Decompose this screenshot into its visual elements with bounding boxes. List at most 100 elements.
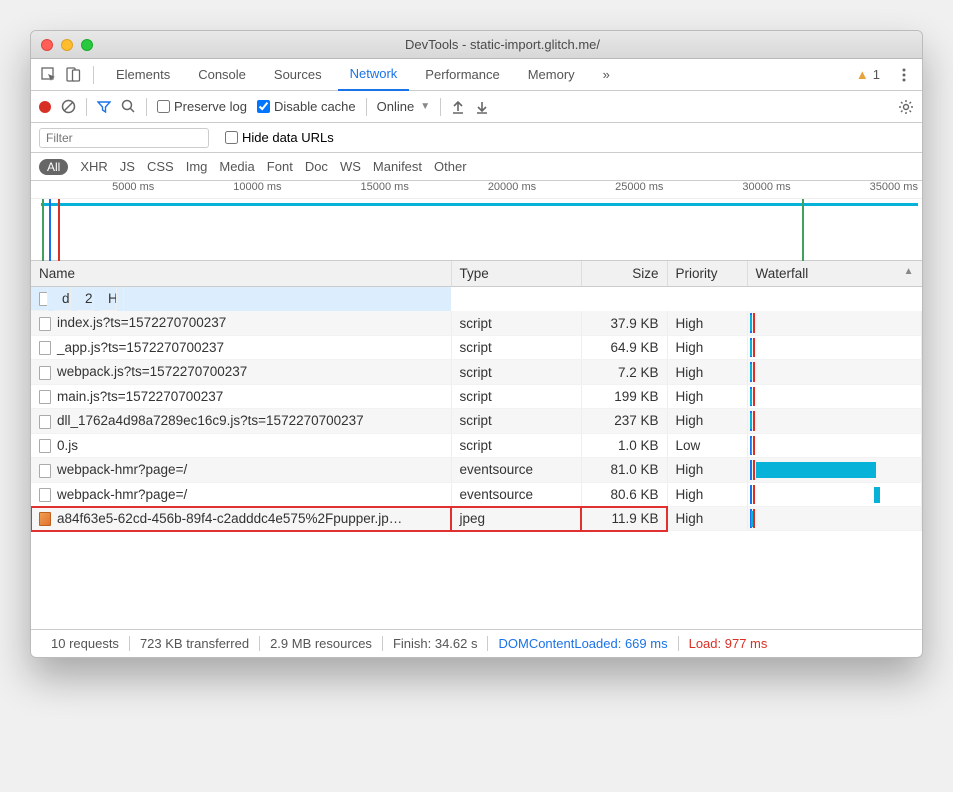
timeline-overview [31,199,922,261]
close-icon[interactable] [41,39,53,51]
cell-size: 37.9 KB [581,311,667,335]
type-filter-manifest[interactable]: Manifest [373,159,422,174]
type-filter-font[interactable]: Font [267,159,293,174]
waterfall-bar [874,487,880,503]
tab-sources[interactable]: Sources [262,59,334,91]
cell-type: script [451,360,581,384]
waterfall-bar [751,511,753,527]
table-row[interactable]: webpack.js?ts=1572270700237script7.2 KBH… [31,360,922,384]
waterfall-bar [750,364,752,380]
tab-console[interactable]: Console [186,59,258,91]
titlebar: DevTools - static-import.glitch.me/ [31,31,922,59]
tab-network[interactable]: Network [338,59,410,91]
image-file-icon [39,512,51,526]
panel-tabs: ElementsConsoleSourcesNetworkPerformance… [31,59,922,91]
table-row[interactable]: dll_1762a4d98a7289ec16c9.js?ts=157227070… [31,409,922,433]
waterfall-bar [756,462,876,478]
minimize-icon[interactable] [61,39,73,51]
cell-priority: High [667,360,747,384]
tab-elements[interactable]: Elements [104,59,182,91]
column-header-size[interactable]: Size [581,261,667,287]
filter-icon[interactable] [97,100,111,114]
file-icon [39,292,48,306]
status-dcl: DOMContentLoaded: 669 ms [488,636,678,651]
request-table[interactable]: NameTypeSizePriorityWaterfall▲ static-im… [31,261,922,629]
device-icon[interactable] [63,67,83,83]
type-filter-doc[interactable]: Doc [305,159,328,174]
timeline-marker [802,199,804,261]
clear-icon[interactable] [61,99,76,114]
cell-size: 81.0 KB [581,458,667,482]
status-finish: Finish: 34.62 s [383,636,489,651]
cell-name: dll_1762a4d98a7289ec16c9.js?ts=157227070… [31,409,451,433]
timeline-ruler: 5000 ms10000 ms15000 ms20000 ms25000 ms3… [31,181,922,199]
preserve-log-checkbox[interactable]: Preserve log [157,99,247,114]
cell-type: eventsource [451,482,581,506]
filter-bar: Hide data URLs [31,123,922,153]
record-icon[interactable] [39,101,51,113]
status-bar: 10 requests 723 KB transferred 2.9 MB re… [31,629,922,657]
waterfall-bar [750,340,752,356]
table-row[interactable]: webpack-hmr?page=/eventsource81.0 KBHigh [31,458,922,482]
search-icon[interactable] [121,99,136,114]
cell-size: 11.9 KB [581,507,667,531]
upload-icon[interactable] [451,100,465,114]
zoom-icon[interactable] [81,39,93,51]
hide-data-urls-checkbox[interactable]: Hide data URLs [225,130,334,145]
file-icon [39,317,51,331]
separator [93,66,94,84]
waterfall-bar [750,413,752,429]
file-icon [39,464,51,478]
table-row[interactable]: _app.js?ts=1572270700237script64.9 KBHig… [31,335,922,359]
tab-memory[interactable]: Memory [516,59,587,91]
more-icon[interactable] [894,67,914,83]
cell-waterfall [123,287,124,311]
settings-icon[interactable] [898,99,914,115]
timeline-marker [49,199,51,261]
type-filter-other[interactable]: Other [434,159,467,174]
cell-size: 7.2 KB [581,360,667,384]
warning-icon: ▲ [856,67,869,82]
cell-priority: High [667,409,747,433]
table-row[interactable]: main.js?ts=1572270700237script199 KBHigh [31,384,922,408]
cell-priority: High [667,458,747,482]
warning-count: 1 [873,67,880,82]
type-filter-css[interactable]: CSS [147,159,174,174]
file-icon [39,488,51,502]
timeline-tick: 20000 ms [413,181,540,198]
timeline[interactable]: 5000 ms10000 ms15000 ms20000 ms25000 ms3… [31,181,922,261]
type-filter-js[interactable]: JS [120,159,135,174]
status-requests: 10 requests [41,636,130,651]
filter-input[interactable] [39,128,209,148]
cell-priority: High [667,482,747,506]
column-header-name[interactable]: Name [31,261,451,287]
warnings-badge[interactable]: ▲ 1 [856,67,880,82]
column-header-waterfall[interactable]: Waterfall▲ [747,261,922,287]
waterfall-bar [750,389,752,405]
type-filter-ws[interactable]: WS [340,159,361,174]
waterfall-bar [751,438,752,454]
timeline-marker [58,199,60,261]
table-row[interactable]: static-import.glitch.medocument2.7 KBHig… [31,287,451,311]
type-filter-xhr[interactable]: XHR [80,159,107,174]
throttling-select[interactable]: Online ▼ [377,99,430,114]
table-row[interactable]: index.js?ts=1572270700237script37.9 KBHi… [31,311,922,335]
disable-cache-checkbox[interactable]: Disable cache [257,99,356,114]
column-header-priority[interactable]: Priority [667,261,747,287]
type-filter-img[interactable]: Img [186,159,208,174]
cell-waterfall [747,409,922,433]
cell-size: 80.6 KB [581,482,667,506]
tab-performance[interactable]: Performance [413,59,511,91]
type-filter-media[interactable]: Media [219,159,254,174]
tabs-overflow[interactable]: » [591,59,622,91]
cell-priority: High [667,384,747,408]
type-filter-all[interactable]: All [39,159,68,175]
column-header-type[interactable]: Type [451,261,581,287]
cell-size: 2.7 KB [77,287,94,311]
cell-name: webpack.js?ts=1572270700237 [31,360,451,384]
table-row[interactable]: 0.jsscript1.0 KBLow [31,433,922,457]
inspect-icon[interactable] [39,67,59,83]
table-row[interactable]: webpack-hmr?page=/eventsource80.6 KBHigh [31,482,922,506]
download-icon[interactable] [475,100,489,114]
table-row[interactable]: a84f63e5-62cd-456b-89f4-c2adddc4e575%2Fp… [31,507,922,531]
